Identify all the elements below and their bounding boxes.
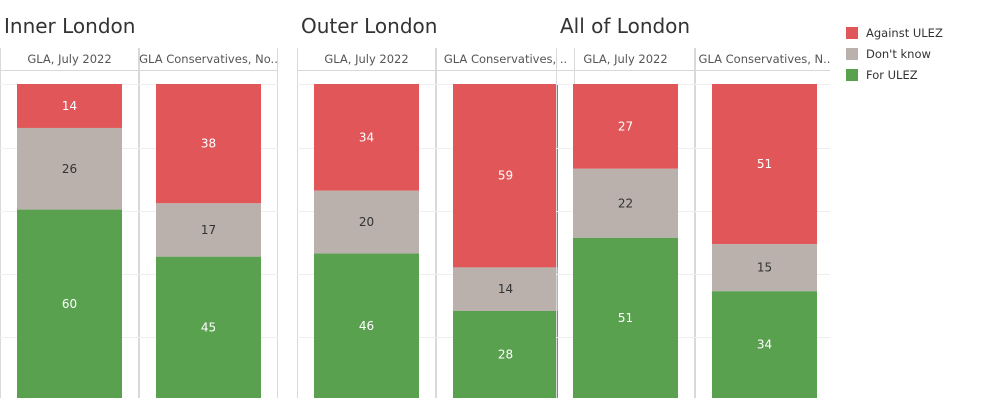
data-label: 14 bbox=[498, 282, 513, 296]
legend-swatch bbox=[846, 68, 858, 81]
legend: Against ULEZ Don't know For ULEZ bbox=[846, 22, 943, 85]
data-label: 46 bbox=[359, 319, 374, 333]
data-label: 34 bbox=[359, 130, 374, 144]
legend-swatch bbox=[846, 26, 858, 39]
column-header: GLA Conservatives, .. bbox=[444, 52, 567, 66]
data-label: 28 bbox=[498, 347, 513, 361]
legend-item[interactable]: For ULEZ bbox=[846, 64, 943, 85]
bar-segment-against-ulez[interactable] bbox=[453, 84, 558, 268]
data-label: 14 bbox=[62, 99, 77, 113]
column-header: GLA, July 2022 bbox=[27, 52, 111, 66]
data-label: 51 bbox=[618, 311, 633, 325]
column-header: GLA Conservatives, N.. bbox=[699, 52, 830, 66]
column-header: GLA, July 2022 bbox=[583, 52, 667, 66]
legend-item[interactable]: Don't know bbox=[846, 43, 943, 64]
bar-segment-don-t-know[interactable] bbox=[573, 168, 678, 238]
data-label: 17 bbox=[201, 223, 216, 237]
legend-label: Don't know bbox=[866, 46, 931, 61]
bar-segment-against-ulez[interactable] bbox=[17, 84, 122, 128]
bar-segment-for-ulez[interactable] bbox=[314, 253, 419, 398]
data-label: 60 bbox=[62, 297, 77, 311]
bar-segment-for-ulez[interactable] bbox=[156, 256, 261, 398]
bar-segment-don-t-know[interactable] bbox=[156, 203, 261, 257]
column-header: GLA, July 2022 bbox=[324, 52, 408, 66]
bar-segment-for-ulez[interactable] bbox=[573, 237, 678, 398]
bar-segment-don-t-know[interactable] bbox=[712, 244, 817, 292]
bar-segment-against-ulez[interactable] bbox=[712, 84, 817, 245]
ulez-chart: Inner London GLA, July 2022 14 26 60 GLA Cons… bbox=[0, 14, 830, 398]
bar-segment-for-ulez[interactable] bbox=[453, 310, 558, 398]
bar-segment-against-ulez[interactable] bbox=[314, 84, 419, 191]
data-label: 26 bbox=[62, 162, 77, 176]
legend-label: Against ULEZ bbox=[866, 25, 943, 40]
data-label: 20 bbox=[359, 215, 374, 229]
bar-segment-for-ulez[interactable] bbox=[712, 291, 817, 398]
column-header: GLA Conservatives, No.. bbox=[139, 52, 278, 66]
data-label: 51 bbox=[757, 157, 772, 171]
data-label: 27 bbox=[618, 119, 633, 133]
bar-segment-for-ulez[interactable] bbox=[17, 209, 122, 398]
data-label: 59 bbox=[498, 169, 513, 183]
legend-label: For ULEZ bbox=[866, 67, 918, 82]
data-label: 22 bbox=[618, 196, 633, 210]
panel-title: Outer London bbox=[301, 14, 437, 38]
data-label: 38 bbox=[201, 137, 216, 151]
legend-item[interactable]: Against ULEZ bbox=[846, 22, 943, 43]
legend-swatch bbox=[846, 47, 858, 60]
data-label: 34 bbox=[757, 338, 772, 352]
bar-segment-don-t-know[interactable] bbox=[453, 267, 558, 311]
panel-title: Inner London bbox=[4, 14, 135, 38]
bar-segment-against-ulez[interactable] bbox=[156, 84, 261, 204]
data-label: 45 bbox=[201, 320, 216, 334]
panel-title: All of London bbox=[560, 14, 690, 38]
bar-segment-don-t-know[interactable] bbox=[17, 127, 122, 210]
bar-segment-against-ulez[interactable] bbox=[573, 84, 678, 169]
data-label: 15 bbox=[757, 261, 772, 275]
bar-segment-don-t-know[interactable] bbox=[314, 190, 419, 254]
